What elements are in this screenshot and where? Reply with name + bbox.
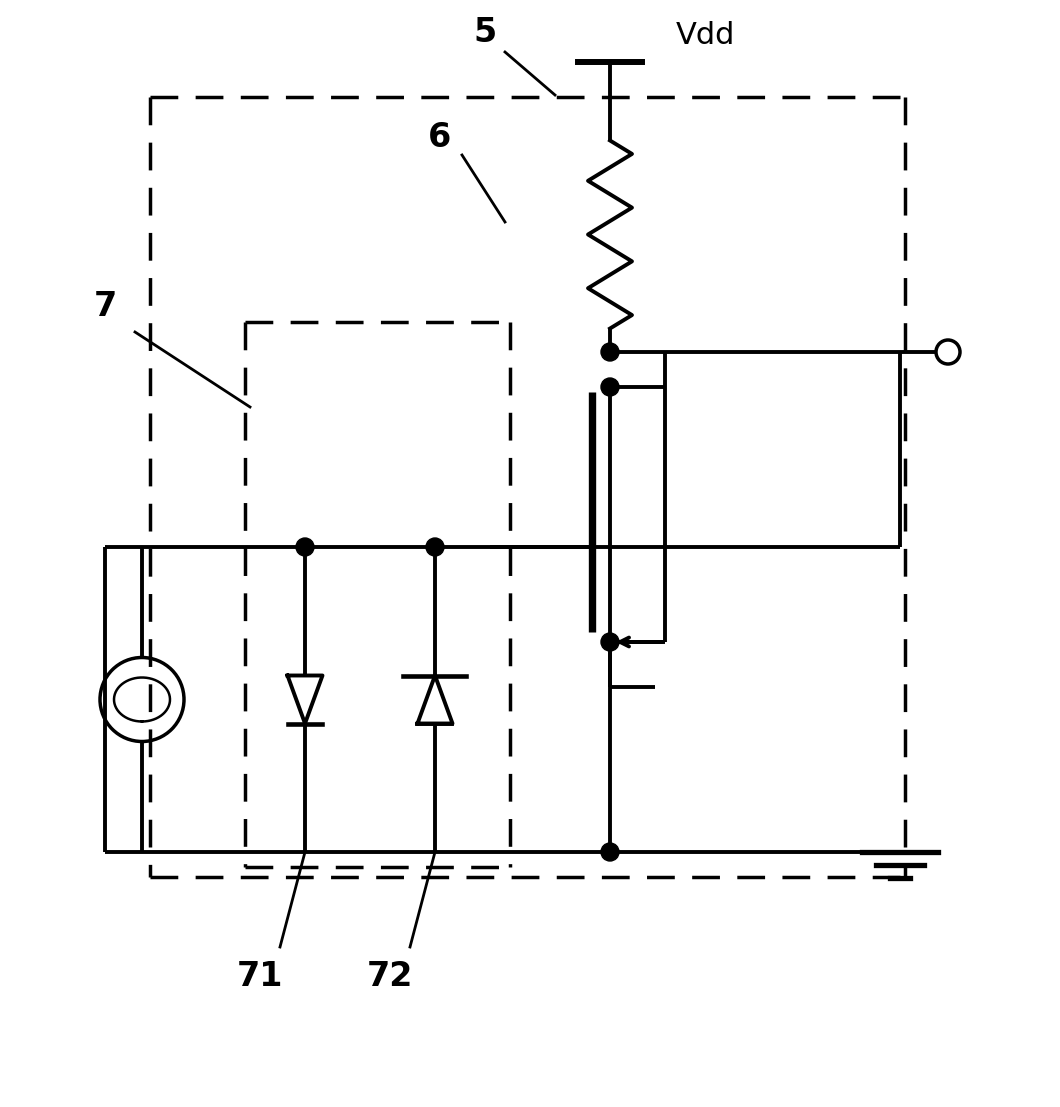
Text: 5: 5 <box>474 15 497 49</box>
Text: Vdd: Vdd <box>675 21 735 50</box>
Circle shape <box>426 538 444 556</box>
Text: 71: 71 <box>236 961 283 993</box>
Circle shape <box>601 377 619 396</box>
Circle shape <box>296 538 314 556</box>
Text: 72: 72 <box>367 961 413 993</box>
Circle shape <box>601 633 619 651</box>
Circle shape <box>601 844 619 861</box>
Circle shape <box>601 343 619 361</box>
Text: 7: 7 <box>93 290 117 323</box>
Text: 6: 6 <box>428 121 452 154</box>
